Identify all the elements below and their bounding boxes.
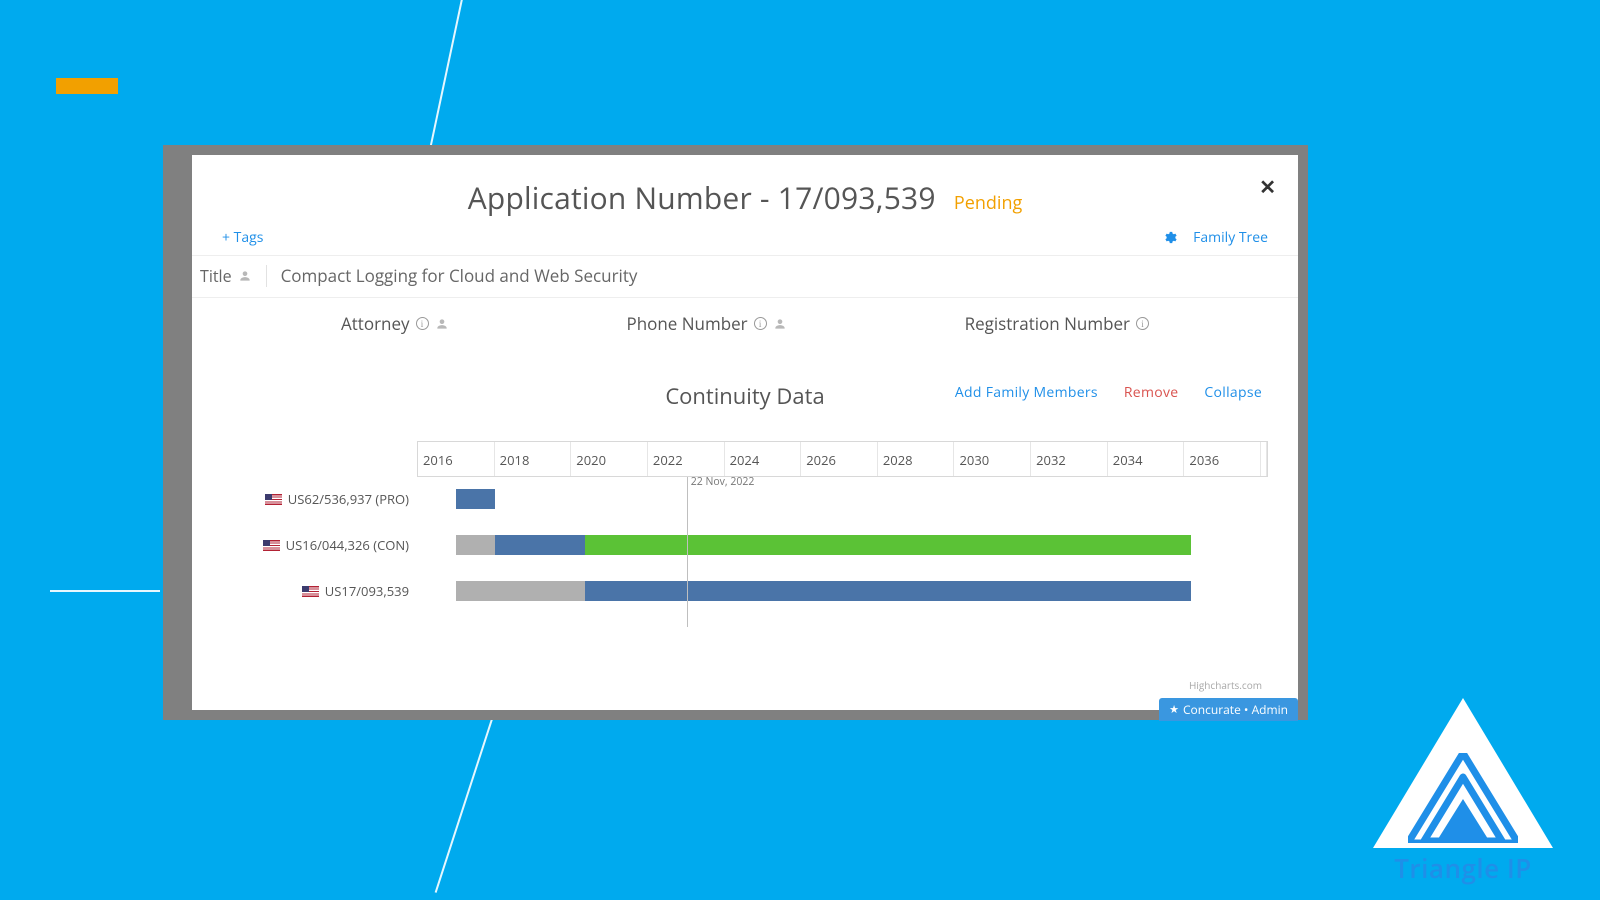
- page-title: Application Number - 17/093,539: [468, 177, 936, 218]
- gantt-x-axis: 2016201820202022202420262028203020322034…: [417, 441, 1268, 477]
- us-flag-icon: [265, 494, 282, 505]
- registration-label: Registration Number i: [965, 312, 1149, 335]
- gantt-bar[interactable]: [456, 489, 495, 509]
- person-icon: [773, 317, 787, 331]
- brand-logo: Triangle IP: [1368, 698, 1558, 886]
- title-value: Compact Logging for Cloud and Web Securi…: [281, 264, 638, 287]
- person-icon: [238, 269, 252, 283]
- gantt-row-label: US62/536,937 (PRO): [265, 489, 417, 509]
- family-tree-link[interactable]: Family Tree: [1193, 228, 1268, 247]
- continuity-title: Continuity Data: [665, 381, 824, 411]
- axis-tick: 2018: [495, 442, 572, 476]
- app-window: Application Number - 17/093,539 Pending …: [192, 155, 1298, 710]
- axis-tick: 2020: [571, 442, 648, 476]
- gantt-bar[interactable]: [456, 581, 585, 601]
- status-badge: Pending: [954, 191, 1022, 215]
- gear-icon[interactable]: [1162, 230, 1177, 245]
- continuity-gantt-chart: US62/536,937 (PRO) US16/044,326 (CON) US17…: [222, 441, 1268, 631]
- us-flag-icon: [302, 586, 319, 597]
- header-right-links: Family Tree: [1162, 228, 1268, 247]
- collapse-link[interactable]: Collapse: [1204, 383, 1262, 402]
- phone-label: Phone Number i: [626, 312, 786, 335]
- remove-link[interactable]: Remove: [1124, 383, 1179, 402]
- brand-triangle-icon: [1373, 698, 1553, 848]
- axis-tick: 2016: [418, 442, 495, 476]
- brand-inner-triangles-icon: [1408, 753, 1518, 843]
- title-row: Title Compact Logging for Cloud and Web …: [192, 255, 1298, 298]
- axis-tick: 2026: [801, 442, 878, 476]
- sub-header-row: + Tags Family Tree: [192, 226, 1298, 255]
- axis-tick: 2022: [648, 442, 725, 476]
- continuity-actions: Add Family Members Remove Collapse: [955, 383, 1262, 402]
- gantt-row-label: US16/044,326 (CON): [263, 535, 417, 555]
- gantt-row-label: US17/093,539: [302, 581, 417, 601]
- axis-tick: 2036: [1184, 442, 1261, 476]
- now-marker-label: 22 Nov, 2022: [691, 475, 755, 489]
- star-icon: ★: [1169, 702, 1179, 717]
- person-icon: [435, 317, 449, 331]
- accent-bar: [56, 78, 118, 94]
- attorney-label: Attorney i: [341, 312, 449, 335]
- close-button[interactable]: ✕: [1259, 173, 1276, 200]
- header: Application Number - 17/093,539 Pending …: [192, 155, 1298, 226]
- info-icon[interactable]: i: [416, 317, 429, 330]
- decorative-line: [50, 590, 160, 592]
- gantt-bar[interactable]: [495, 535, 585, 555]
- add-tags-link[interactable]: + Tags: [222, 228, 263, 247]
- modal-frame: Application Number - 17/093,539 Pending …: [163, 145, 1308, 720]
- axis-tick: 2032: [1031, 442, 1108, 476]
- meta-row: Attorney i Phone Number i Registration N…: [192, 298, 1298, 375]
- continuity-section: Continuity Data Add Family Members Remov…: [192, 381, 1298, 631]
- add-family-members-link[interactable]: Add Family Members: [955, 383, 1098, 402]
- brand-name: Triangle IP: [1368, 850, 1558, 886]
- info-icon[interactable]: i: [754, 317, 767, 330]
- axis-tick: 2024: [725, 442, 802, 476]
- decorative-line: [428, 0, 467, 156]
- axis-tick: 2030: [954, 442, 1031, 476]
- gantt-bar[interactable]: [585, 581, 1191, 601]
- axis-tick: 2034: [1108, 442, 1185, 476]
- axis-tick: 2028: [878, 442, 955, 476]
- continuity-header: Continuity Data Add Family Members Remov…: [222, 381, 1268, 411]
- user-badge[interactable]: ★ Concurate • Admin: [1159, 698, 1298, 721]
- gantt-bar[interactable]: [456, 535, 495, 555]
- gantt-bar[interactable]: [585, 535, 1191, 555]
- title-label: Title: [200, 265, 267, 287]
- info-icon[interactable]: i: [1136, 317, 1149, 330]
- chart-credit: Highcharts.com: [1189, 678, 1262, 692]
- now-marker-line: [687, 477, 688, 627]
- us-flag-icon: [263, 540, 280, 551]
